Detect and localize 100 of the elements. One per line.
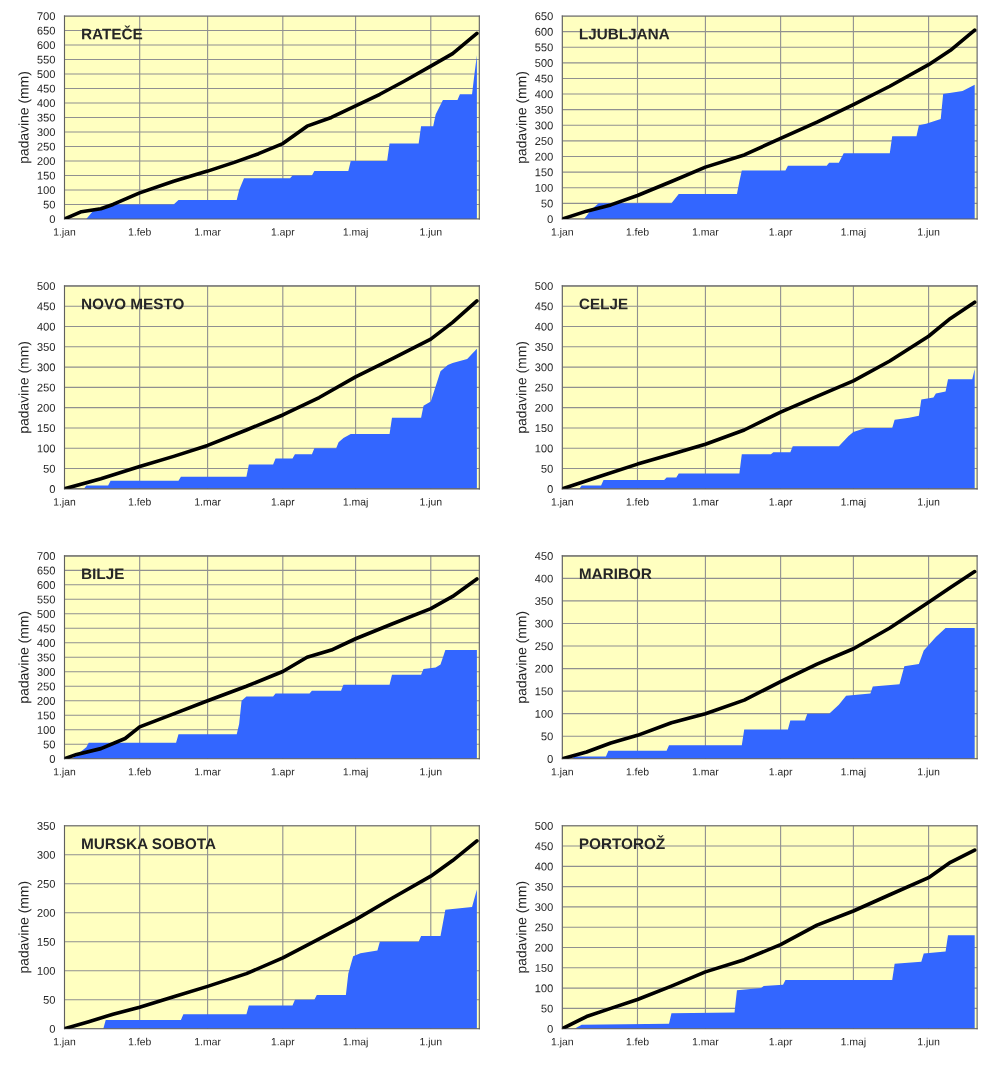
y-tick-label: 400: [534, 90, 553, 99]
y-tick-label: 200: [535, 152, 553, 161]
x-tick-label: 1.feb: [128, 497, 151, 506]
y-tick-label: 250: [535, 383, 553, 392]
text: BILJE: [82, 568, 124, 580]
x-tick-label: 1.jan: [551, 767, 573, 778]
y-tick-label: 0: [49, 755, 56, 763]
y-tick-label: 100: [37, 966, 56, 975]
y-tick-label: 50: [43, 740, 56, 749]
x-tick-label: 1.maj: [343, 497, 368, 508]
x-tick-label: 1.feb: [626, 767, 649, 776]
y-axis-title: padavine (mm): [516, 341, 530, 433]
y-tick-label: 350: [37, 822, 56, 830]
y-tick-label: 550: [37, 595, 56, 604]
y-tick-label: 300: [37, 128, 56, 137]
y-tick-label: 550: [535, 43, 553, 52]
y-tick-label: 500: [535, 59, 553, 67]
y-tick-label: 600: [535, 27, 553, 36]
y-tick-label: 0: [49, 485, 56, 493]
x-tick-label: 1.jun: [420, 767, 442, 778]
y-axis-title: padavine (mm): [18, 341, 32, 433]
y-axis-title: padavine (mm): [516, 611, 530, 703]
y-tick-label: 50: [43, 464, 56, 473]
y-tick-label: 450: [534, 552, 553, 560]
x-tick-label: 1.maj: [343, 227, 368, 238]
y-tick-label: 300: [535, 903, 553, 912]
x-tick-label: 1.jun: [420, 497, 442, 508]
y-tick-label: 350: [535, 105, 553, 114]
y-tick-label: 200: [535, 943, 553, 952]
x-tick-label: 1.feb: [128, 1037, 151, 1046]
y-axis-title: padavine (mm): [18, 611, 32, 703]
y-tick-label: 600: [37, 41, 56, 50]
y-tick-label: 500: [37, 70, 56, 79]
y-tick-label: 200: [37, 157, 56, 166]
x-tick-label: 1.jan: [551, 1037, 573, 1048]
x-tick-label: 1.jan: [53, 497, 76, 508]
y-tick-label: 100: [535, 984, 553, 993]
y-axis-title: padavine (mm): [18, 72, 32, 163]
y-tick-label: 50: [43, 995, 56, 1004]
x-tick-label: 1.jun: [420, 227, 442, 238]
y-tick-label: 100: [37, 726, 56, 734]
y-tick-label: 700: [37, 12, 56, 21]
x-tick-label: 1.jan: [53, 227, 76, 238]
text: NOVO MESTO: [82, 298, 184, 310]
y-tick-label: 200: [37, 403, 56, 412]
y-tick-label: 300: [37, 851, 56, 859]
x-tick-label: 1.mar: [195, 768, 221, 776]
y-tick-label: 250: [37, 682, 56, 691]
y-tick-label: 250: [535, 923, 553, 932]
y-tick-label: 200: [37, 908, 56, 917]
y-tick-label: 50: [541, 732, 553, 741]
y-tick-label: 100: [535, 709, 553, 718]
x-tick-label: 1.mar: [195, 1038, 221, 1046]
x-tick-label: 1.feb: [128, 227, 151, 236]
y-tick-label: 350: [535, 343, 553, 351]
y-tick-label: 350: [37, 113, 56, 122]
text: LJUBLJANA: [579, 28, 670, 40]
x-tick-label: 1.jan: [53, 767, 76, 778]
y-tick-label: 0: [547, 215, 553, 224]
y-tick-label: 150: [37, 171, 56, 180]
y-axis-title: padavine (mm): [516, 881, 530, 973]
y-tick-label: 250: [37, 880, 56, 888]
y-tick-label: 400: [534, 862, 553, 871]
text: PORTOROŽ: [579, 835, 665, 850]
y-tick-label: 450: [534, 302, 553, 311]
y-tick-label: 150: [535, 687, 553, 696]
y-tick-label: 400: [534, 574, 553, 583]
y-tick-label: 450: [37, 84, 56, 93]
x-tick-label: 1.apr: [271, 768, 295, 778]
y-tick-label: 0: [49, 215, 56, 224]
y-tick-label: 100: [37, 444, 56, 453]
text: MURSKA SOBOTA: [82, 838, 216, 850]
y-tick-label: 400: [37, 322, 56, 331]
y-tick-label: 450: [534, 842, 553, 851]
y-tick-label: 0: [547, 485, 553, 493]
y-tick-label: 250: [37, 383, 56, 392]
x-tick-label: 1.maj: [841, 1037, 866, 1048]
y-tick-label: 350: [37, 653, 56, 662]
x-tick-label: 1.mar: [692, 498, 719, 506]
y-tick-label: 500: [535, 822, 553, 830]
x-tick-label: 1.maj: [841, 767, 866, 778]
y-tick-label: 150: [37, 424, 56, 433]
y-tick-label: 400: [534, 322, 553, 331]
y-tick-label: 300: [37, 668, 56, 676]
y-tick-label: 600: [37, 581, 56, 589]
y-tick-label: 200: [535, 664, 553, 673]
x-tick-label: 1.jun: [918, 497, 940, 508]
y-tick-label: 0: [547, 755, 553, 763]
y-tick-label: 100: [535, 444, 553, 453]
y-tick-label: 250: [37, 142, 56, 151]
y-tick-label: 450: [37, 302, 56, 311]
x-tick-label: 1.mar: [195, 228, 221, 236]
y-tick-label: 200: [37, 697, 56, 705]
y-tick-label: 450: [37, 624, 56, 633]
y-tick-label: 0: [547, 1024, 553, 1033]
y-tick-label: 150: [535, 168, 553, 177]
y-tick-label: 300: [37, 363, 56, 372]
y-tick-label: 400: [37, 639, 56, 647]
x-tick-label: 1.apr: [271, 228, 295, 238]
x-tick-label: 1.apr: [271, 498, 295, 508]
